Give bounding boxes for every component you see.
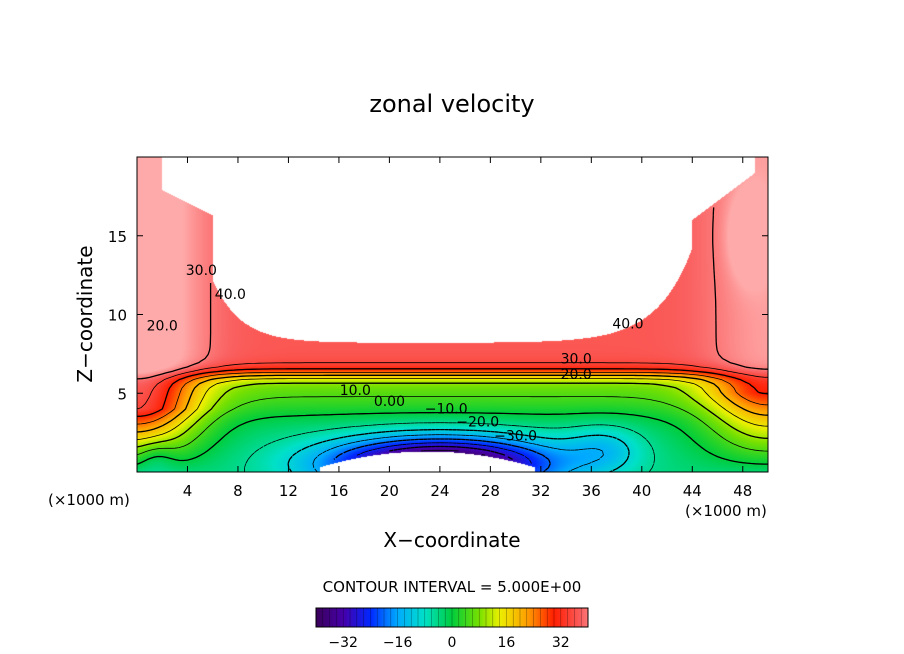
contour-plot-area [137, 157, 768, 472]
colorbar-tick-label: −32 [328, 635, 358, 651]
contour-label: 30.0 [186, 263, 217, 279]
x-tick-label: 44 [683, 482, 702, 500]
x-tick-label: 32 [531, 482, 550, 500]
x-tick-label: 8 [233, 482, 243, 500]
contour-line [420, 449, 486, 456]
x-tick-label: 40 [632, 482, 651, 500]
contour-label: 10.0 [340, 383, 371, 399]
contour-label: 0.00 [374, 394, 405, 410]
contour-label: 30.0 [561, 351, 592, 367]
x-tick-label: 20 [380, 482, 399, 500]
contour-line [244, 422, 655, 472]
x-tick-label: 48 [733, 482, 752, 500]
contour-line [137, 378, 768, 441]
contour-label: −30.0 [494, 429, 537, 445]
contour-line [137, 374, 768, 433]
contour-line [137, 372, 768, 425]
x-tick-label: 16 [329, 482, 348, 500]
contour-label-group: 30.040.020.0 40.030.020.010.00.00 −10.0−20… [147, 263, 644, 444]
contour-line [287, 428, 630, 472]
x-tick-label: 24 [430, 482, 449, 500]
x-axis-ticks: 4 8 12 16 20 24 28 32 36 40 44 48 [183, 157, 752, 500]
contour-line [389, 445, 513, 460]
colorbar-tick-label: −16 [383, 635, 413, 651]
x-tick-label: 28 [481, 482, 500, 500]
colorbar-tick-label: 32 [552, 635, 570, 651]
contour-line [137, 368, 768, 418]
colorbar: −32 −16 0 16 32 [315, 607, 589, 651]
contour-label: 20.0 [147, 318, 178, 334]
contour-lines [137, 207, 768, 472]
contour-label: 40.0 [612, 317, 643, 333]
velocity-field-image [137, 157, 768, 472]
x-unit-left: (×1000 m) [48, 491, 130, 509]
contour-line [356, 442, 532, 464]
y-tick-label: 10 [108, 307, 127, 325]
y-axis-label: Z−coordinate [73, 245, 97, 382]
x-unit-right: (×1000 m) [685, 502, 767, 520]
x-tick-label: 36 [582, 482, 601, 500]
contour-line [333, 438, 551, 472]
contour-line [137, 207, 768, 380]
contour-label: −20.0 [456, 414, 499, 430]
x-axis-label: X−coordinate [383, 528, 520, 552]
contour-interval-text: CONTOUR INTERVAL = 5.000E+00 [323, 578, 582, 596]
contour-label: 20.0 [561, 367, 592, 383]
x-tick-label: 4 [183, 482, 193, 500]
contour-line [137, 396, 768, 456]
colorbar-tick-label: 16 [497, 635, 515, 651]
colorbar-tick-label: 0 [448, 635, 457, 651]
contour-label: 40.0 [215, 287, 246, 303]
y-tick-label: 15 [108, 228, 127, 246]
x-tick-label: 12 [279, 482, 298, 500]
chart-title: zonal velocity [369, 90, 534, 118]
contour-line [137, 411, 768, 465]
contour-label: −10.0 [425, 402, 468, 418]
colorbar-ticks: −32 −16 0 16 32 [322, 608, 582, 651]
y-tick-label: 5 [117, 385, 127, 403]
contour-line [312, 434, 604, 472]
y-axis-ticks: 5 10 15 [108, 228, 768, 403]
